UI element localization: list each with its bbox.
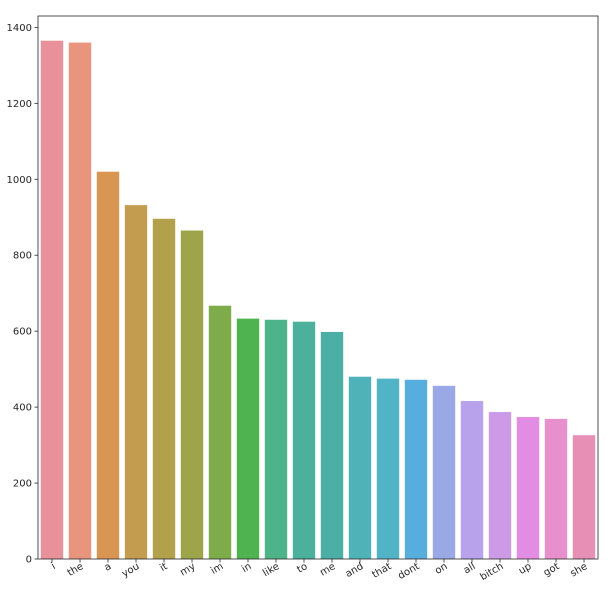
y-tick-label: 1200 <box>7 99 32 110</box>
bar-the <box>68 42 92 559</box>
bar-my <box>180 230 204 559</box>
y-tick-label: 800 <box>13 251 32 262</box>
bars-group <box>40 40 596 560</box>
y-tick-label: 200 <box>13 479 32 490</box>
x-tick-label: a <box>103 561 114 574</box>
x-tick-label: you <box>120 561 141 580</box>
y-tick-label: 1000 <box>7 175 32 186</box>
x-tick-label: the <box>66 561 86 579</box>
x-tick-label: all <box>462 561 478 576</box>
y-tick-label: 400 <box>13 403 32 414</box>
x-tick-label: it <box>158 561 169 574</box>
x-tick-label: in <box>240 561 253 575</box>
y-tick-label: 1400 <box>7 23 32 34</box>
x-axis: i the a you it my im in like to me and that dont on all… <box>50 559 590 583</box>
bar-me <box>320 331 344 559</box>
bar-to <box>292 321 316 559</box>
bar-got <box>544 418 568 559</box>
bar-i <box>40 40 64 559</box>
bar-on <box>432 385 456 559</box>
x-tick-label: up <box>517 561 533 577</box>
bar-dont <box>404 379 428 559</box>
plot-frame <box>37 15 599 560</box>
bar-you <box>124 205 148 559</box>
x-tick-label: i <box>50 561 58 572</box>
x-tick-label: and <box>344 561 366 580</box>
bar-she <box>572 435 596 559</box>
bar-it <box>152 218 176 559</box>
bar-like <box>264 319 288 559</box>
x-tick-label: got <box>542 561 562 579</box>
x-tick-label: my <box>178 561 197 578</box>
x-tick-label: me <box>318 561 337 578</box>
x-tick-label: bitch <box>478 561 505 583</box>
y-tick-label: 0 <box>26 555 32 566</box>
bar-a <box>96 171 120 560</box>
bar-that <box>376 378 400 559</box>
bar-bitch <box>488 412 512 559</box>
x-tick-label: im <box>209 561 225 577</box>
bar-in <box>236 318 260 559</box>
x-tick-label: on <box>433 561 449 577</box>
x-tick-label: dont <box>396 561 421 582</box>
bar-im <box>208 305 232 559</box>
x-tick-label: like <box>261 561 281 579</box>
y-axis: 0 200 400 600 800 1000 1200 1400 <box>7 23 38 566</box>
x-tick-label: she <box>569 561 590 579</box>
y-tick-label: 600 <box>13 327 32 338</box>
bar-and <box>348 376 372 559</box>
bar-up <box>516 416 540 559</box>
x-tick-label: to <box>295 561 309 576</box>
x-tick-label: that <box>370 561 393 581</box>
bar-all <box>460 401 484 559</box>
